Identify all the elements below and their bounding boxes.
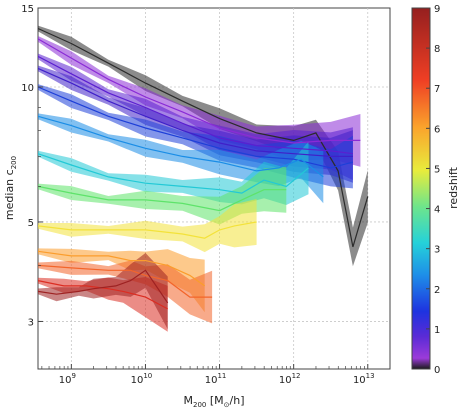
colorbar-gradient [411, 7, 431, 370]
colorbar-tick-label: 5 [434, 164, 440, 175]
series-line [37, 115, 324, 178]
series-line [37, 153, 309, 194]
series-band [38, 166, 287, 225]
colorbar-tick-label: 1 [434, 325, 440, 336]
colorbar: 0 1 2 3 4 5 6 7 8 9 redshift [411, 4, 460, 376]
colorbar-label: redshift [447, 166, 460, 208]
series-line [37, 67, 353, 157]
x-tick-label: 1012 [279, 372, 301, 386]
colorbar-tick-label: 2 [434, 285, 440, 296]
y-tick-label: 15 [21, 4, 34, 15]
series-line [37, 221, 257, 239]
series-line [37, 86, 354, 169]
colorbar-ticks: 0 1 2 3 4 5 6 7 8 9 [426, 4, 440, 376]
x-tick-label: 1010 [131, 372, 153, 386]
series-band [38, 199, 257, 253]
series-line [37, 38, 361, 144]
y-axis-title: median c200 [3, 156, 18, 220]
x-tick-label: 109 [59, 372, 76, 386]
y-tick-label: 3 [28, 317, 34, 328]
series-line [37, 269, 169, 304]
colorbar-tick-label: 4 [434, 205, 440, 216]
series-line [37, 250, 206, 287]
x-axis-title: M200 [M⊙/h] [183, 394, 244, 409]
y-tick-labels: 3 5 10 15 [21, 4, 43, 328]
series-line [37, 27, 369, 248]
x-tick-labels: 109 1010 1011 1012 1013 [41, 364, 375, 386]
series-band [38, 260, 213, 324]
series-line [37, 185, 287, 212]
series-line [37, 55, 353, 155]
colorbar-tick-label: 0 [434, 365, 440, 376]
series-line [37, 280, 168, 310]
colorbar-tick-label: 6 [434, 124, 440, 135]
colorbar-tick-label: 7 [434, 84, 440, 95]
colorbar-tick-label: 9 [434, 4, 440, 15]
colorbar-tick-label: 8 [434, 44, 440, 55]
y-tick-label: 5 [28, 218, 34, 229]
y-tick-label: 10 [21, 83, 34, 94]
x-tick-label: 1011 [205, 372, 227, 386]
series-lines [37, 27, 369, 310]
colorbar-tick-label: 3 [434, 245, 440, 256]
series-line [37, 264, 213, 298]
x-tick-label: 1013 [353, 372, 375, 386]
